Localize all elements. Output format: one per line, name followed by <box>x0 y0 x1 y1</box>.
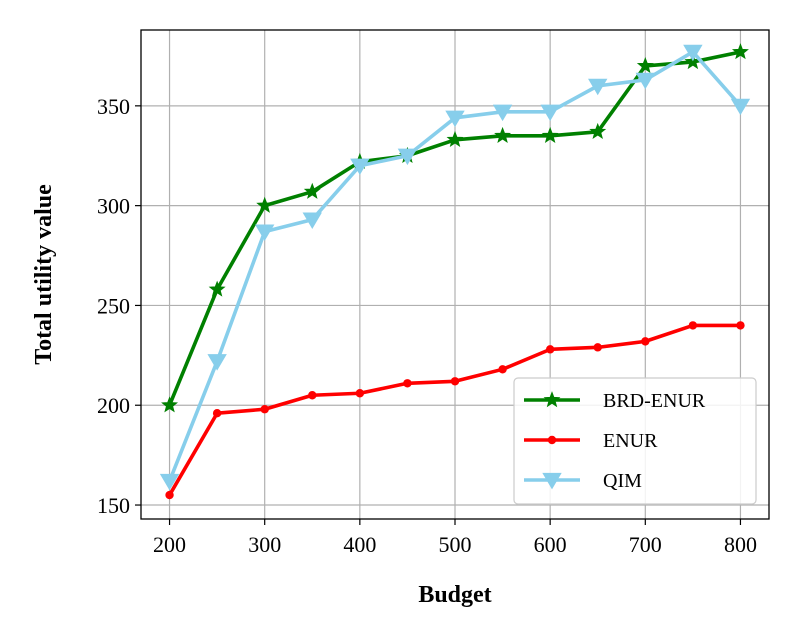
x-tick-label: 700 <box>629 532 662 557</box>
data-point-brd-enur <box>541 126 559 143</box>
legend-item-enur: ENUR <box>524 430 658 452</box>
data-point-brd-enur <box>589 122 607 139</box>
data-point-enur <box>450 377 460 386</box>
data-point-qim <box>492 104 513 122</box>
data-point-brd-enur <box>731 43 749 60</box>
x-tick-label: 300 <box>248 532 281 557</box>
data-point-brd-enur <box>161 396 179 413</box>
data-point-enur <box>355 389 365 398</box>
y-tick-label: 350 <box>97 94 130 119</box>
data-point-qim <box>588 78 608 96</box>
data-point-enur <box>736 321 745 330</box>
legend-item-qim: QIM <box>524 470 642 492</box>
data-point-brd-enur <box>256 196 274 213</box>
data-point-brd-enur <box>303 182 321 199</box>
data-point-qim <box>254 224 275 241</box>
data-point-enur <box>403 379 412 388</box>
y-tick-label: 250 <box>97 293 130 318</box>
y-tick-label: 300 <box>97 194 130 219</box>
legend: BRD-ENUR ENUR QIM <box>513 377 757 505</box>
data-point-enur <box>641 337 650 346</box>
data-point-enur <box>260 405 269 414</box>
legend-marker-enur <box>547 435 557 445</box>
data-point-qim <box>207 354 227 371</box>
data-point-enur <box>545 345 555 354</box>
data-point-enur <box>165 490 174 500</box>
y-axis-title: Total utility value <box>31 184 57 365</box>
y-tick-label: 200 <box>97 393 130 418</box>
legend-item-brd-enur: BRD-ENUR <box>524 390 706 412</box>
legend-label-enur: ENUR <box>603 430 658 452</box>
data-point-qim <box>302 212 322 229</box>
x-tick-label: 400 <box>343 532 376 557</box>
x-tick-label: 600 <box>534 532 567 557</box>
x-tick-label: 800 <box>724 532 757 557</box>
data-point-qim <box>683 44 703 62</box>
data-point-brd-enur <box>494 126 512 143</box>
data-point-enur <box>593 343 602 352</box>
data-point-qim <box>445 110 465 128</box>
legend-box <box>513 377 757 505</box>
data-point-qim <box>350 158 370 176</box>
series-qim <box>159 44 751 491</box>
legend-label-qim: QIM <box>603 470 642 492</box>
data-point-enur <box>308 391 317 400</box>
y-axis: 150 200 250 300 350 <box>97 94 141 518</box>
x-axis: 200 300 400 500 600 700 800 <box>153 519 757 557</box>
data-point-enur <box>212 409 222 418</box>
data-point-qim <box>540 104 560 122</box>
grid <box>141 30 769 519</box>
legend-marker-brd-enur <box>543 391 561 408</box>
data-point-qim <box>397 148 418 166</box>
data-point-qim <box>730 98 751 116</box>
data-point-qim <box>159 473 180 491</box>
x-axis-title: Budget <box>418 582 491 608</box>
series-enur <box>165 321 745 500</box>
data-point-qim <box>635 72 656 90</box>
data-point-enur <box>498 365 507 374</box>
x-tick-label: 200 <box>153 532 186 557</box>
data-point-brd-enur <box>446 130 464 147</box>
data-point-enur <box>688 321 698 330</box>
legend-marker-qim <box>542 472 562 490</box>
series-brd-enur <box>161 43 749 413</box>
series-layer <box>159 43 751 500</box>
y-tick-label: 150 <box>97 493 130 518</box>
x-tick-label: 500 <box>439 532 472 557</box>
data-point-brd-enur <box>208 280 226 297</box>
legend-label-brd-enur: BRD-ENUR <box>603 390 706 412</box>
data-point-brd-enur <box>636 57 654 74</box>
